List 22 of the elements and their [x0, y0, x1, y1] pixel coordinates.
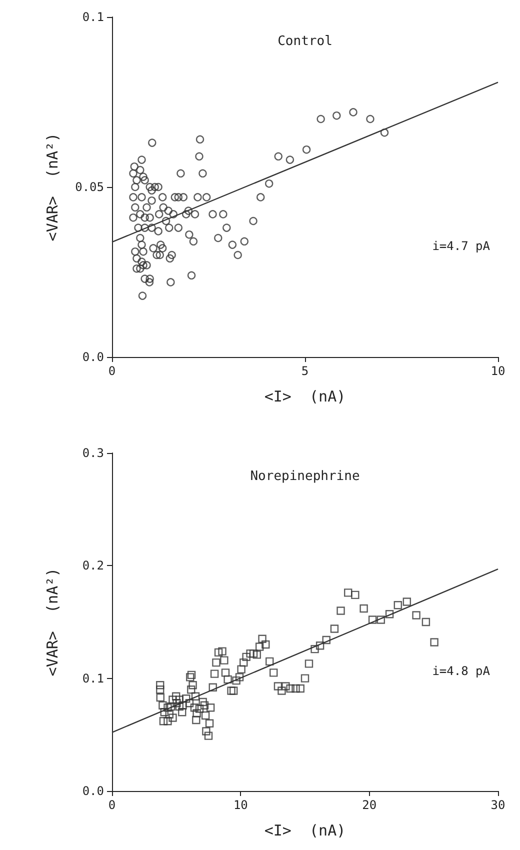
x-tick-label: 20	[362, 798, 377, 812]
text: Control	[278, 34, 332, 49]
x-tick-label: 10	[233, 798, 248, 812]
y-tick-label: 0.2	[82, 558, 104, 573]
y-tick-label: 0.0	[82, 784, 104, 798]
x-axis-title: <I> (nA)	[264, 388, 346, 406]
y-tick-label: 0.1	[82, 671, 104, 686]
x-tick-label: 10	[490, 364, 506, 378]
annotation: i=4.8 pA	[432, 664, 491, 678]
y-axis-title: <VAR> (nA²)	[44, 568, 62, 676]
x-tick-label: 5	[301, 364, 309, 378]
y-tick-label: 0.1	[82, 10, 104, 24]
y-tick-label: 0.3	[82, 446, 104, 460]
x-tick-label: 30	[490, 798, 506, 812]
annotation: i=4.7 pA	[432, 239, 491, 253]
y-axis-title: <VAR> (nA²)	[44, 132, 62, 242]
y-tick-label: 0.0	[82, 350, 104, 364]
x-axis-title: <I> (nA)	[264, 822, 346, 840]
x-tick-label: 0	[108, 798, 116, 812]
x-tick-label: 0	[108, 364, 116, 378]
y-tick-label: 0.05	[75, 180, 104, 194]
text: Norepinephrine	[250, 469, 360, 484]
